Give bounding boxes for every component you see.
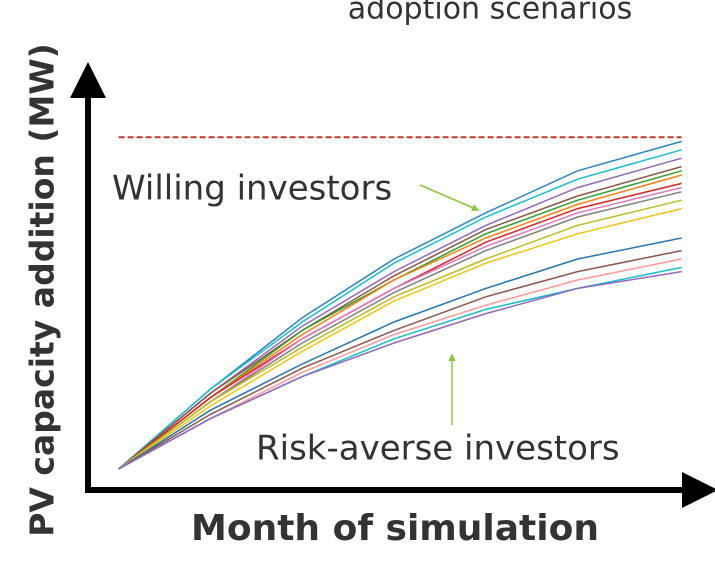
series-line [118, 174, 682, 470]
plot-area [118, 136, 682, 470]
series-line [118, 149, 682, 470]
series-line [118, 249, 682, 470]
x-axis-label: Month of simulation [191, 508, 599, 549]
series-line [118, 237, 682, 470]
annotation-arrow [419, 184, 480, 212]
series-line [118, 165, 682, 470]
series-line [118, 182, 682, 470]
series-line [118, 207, 682, 470]
series-line [118, 270, 682, 470]
annotation: Willing investors [112, 169, 392, 209]
chart-title: adoption scenarios [348, 0, 632, 27]
series-line [118, 191, 682, 470]
y-axis-label: PV capacity addition (MW) [23, 43, 62, 537]
series-line [118, 199, 682, 470]
annotation: Risk-averse investors [256, 429, 620, 469]
